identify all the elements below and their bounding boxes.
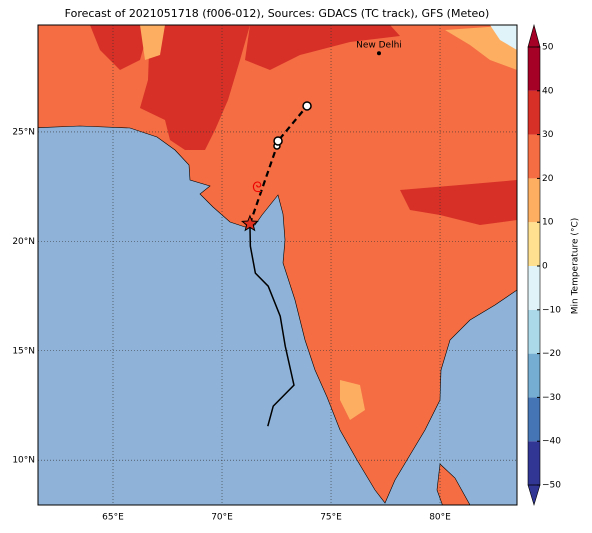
x-tick-label: 80°E bbox=[429, 513, 451, 523]
colorbar-segment bbox=[528, 309, 540, 354]
colorbar-tick-label: 10 bbox=[542, 218, 554, 228]
storm-position bbox=[241, 214, 259, 232]
colorbar-segment bbox=[528, 47, 540, 91]
colorbar-segment bbox=[528, 222, 540, 266]
colorbar-segment bbox=[528, 178, 540, 223]
colorbar-tick-label: −10 bbox=[542, 305, 561, 315]
colorbar-segment bbox=[528, 266, 540, 310]
colorbar-segment bbox=[528, 397, 540, 442]
snow-region bbox=[490, 25, 517, 50]
forecast-point bbox=[273, 136, 283, 146]
colorbar: −50 −40 −30 −20 −10 0 10 20 30 40 50 bbox=[527, 23, 561, 507]
land bbox=[436, 463, 471, 505]
x-tick-label: 65°E bbox=[102, 513, 124, 523]
colorbar-tick-label: 40 bbox=[542, 86, 554, 96]
y-tick-label: 10°N bbox=[12, 456, 35, 466]
colorbar-tick-label: 50 bbox=[542, 43, 554, 53]
x-tick-label: 70°E bbox=[211, 513, 233, 523]
map-frame bbox=[37, 24, 518, 506]
colorbar-extend-high bbox=[527, 23, 541, 48]
colorbar-segment bbox=[528, 353, 540, 398]
hot-region bbox=[245, 25, 400, 70]
tracks: New Delhi bbox=[241, 41, 402, 427]
city-label: New Delhi bbox=[356, 41, 402, 51]
y-tick-label: 15°N bbox=[12, 346, 35, 356]
colorbar-tick-label: −20 bbox=[542, 349, 561, 359]
colorbar-tick-label: 0 bbox=[542, 262, 548, 272]
y-tick-label: 25°N bbox=[12, 127, 35, 137]
forecast-point bbox=[302, 101, 312, 111]
colorbar-tick-label: −40 bbox=[542, 437, 561, 447]
colorbar-extend-low bbox=[527, 484, 541, 507]
hot-region bbox=[90, 25, 150, 70]
colorbar-label: Min Temperature (°C) bbox=[571, 218, 581, 315]
colorbar-tick-label: 30 bbox=[542, 130, 554, 140]
colorbar-tick-label: −50 bbox=[542, 481, 561, 491]
land bbox=[38, 25, 517, 504]
cool-region bbox=[140, 25, 165, 60]
title: Forecast of 2021051718 (f006-012), Sourc… bbox=[65, 7, 490, 20]
colorbar-segment bbox=[528, 441, 540, 485]
graticule bbox=[38, 25, 517, 505]
past-track bbox=[249, 223, 295, 427]
colorbar-segment bbox=[528, 90, 540, 135]
colorbar-tick-label: 20 bbox=[542, 174, 554, 184]
cool-region bbox=[340, 380, 365, 420]
city-marker bbox=[376, 51, 381, 56]
hot-region bbox=[400, 180, 517, 225]
y-tick-label: 20°N bbox=[12, 237, 35, 247]
cyclone-symbol: ᘓ bbox=[252, 180, 262, 196]
colorbar-tick-label: −30 bbox=[542, 393, 561, 403]
x-tick-label: 75°E bbox=[320, 513, 342, 523]
map-area: New Delhi ᘓ bbox=[38, 25, 517, 505]
colorbar-segment bbox=[528, 134, 540, 179]
hot-region bbox=[140, 25, 250, 150]
